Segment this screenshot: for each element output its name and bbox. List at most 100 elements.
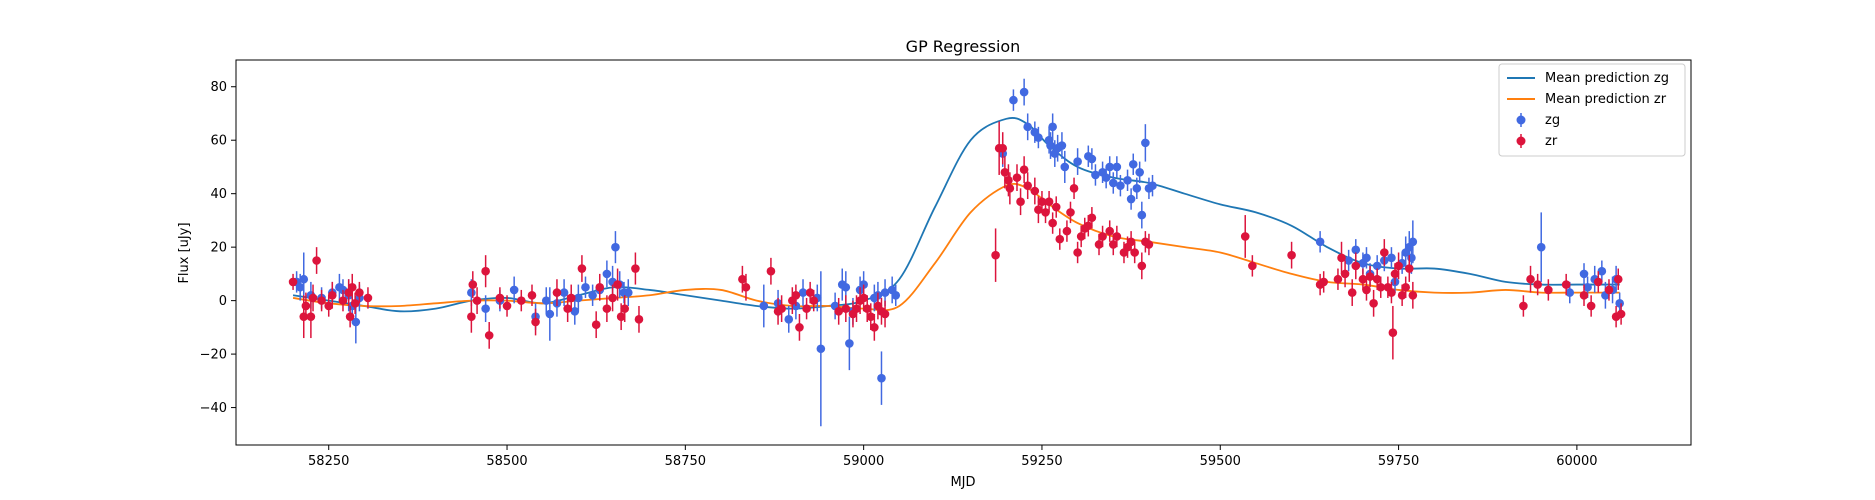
data-point-zg xyxy=(541,296,551,305)
data-point-zr xyxy=(620,304,630,313)
data-point-zr xyxy=(1044,197,1054,207)
data-point-zg xyxy=(1579,269,1589,279)
data-point-zr xyxy=(312,256,321,265)
data-point-zr xyxy=(1616,309,1626,319)
data-point-zr xyxy=(355,288,364,297)
data-point-zg xyxy=(509,285,519,295)
data-point-zr xyxy=(608,293,617,303)
y-tick-label: 0 xyxy=(219,294,227,309)
data-point-zg xyxy=(351,317,361,327)
data-point-zr xyxy=(495,293,505,303)
data-point-zg xyxy=(1091,170,1100,180)
data-point-zg xyxy=(1108,178,1118,188)
data-point-zr xyxy=(602,304,612,313)
data-point-zr xyxy=(1397,290,1407,300)
data-point-zg xyxy=(1123,176,1132,185)
data-point-zr xyxy=(791,290,801,300)
data-point-zr xyxy=(1387,288,1396,297)
data-point-zr xyxy=(1051,202,1061,212)
line-zr xyxy=(292,183,1620,312)
data-point-zg xyxy=(1057,141,1067,150)
data-point-zg xyxy=(1597,266,1607,276)
legend: Mean prediction zg Mean prediction zr zg… xyxy=(1498,63,1686,157)
data-point-zr xyxy=(1613,274,1623,284)
data-point-zr xyxy=(308,293,318,303)
data-point-zg xyxy=(570,307,580,316)
data-point-zg xyxy=(1046,141,1055,150)
data-point-zr xyxy=(1004,176,1013,185)
data-point-zg xyxy=(1132,184,1142,193)
y-axis-ticks: −40 −20 0 20 40 60 80 xyxy=(200,80,236,416)
data-point-zr xyxy=(1394,261,1403,271)
data-point-zr xyxy=(531,317,540,327)
data-point-zg xyxy=(588,290,597,300)
data-point-zr xyxy=(841,304,851,313)
data-point-zr xyxy=(563,304,572,313)
data-point-zr xyxy=(1401,282,1411,292)
data-point-zr xyxy=(862,304,872,313)
data-point-zr xyxy=(1037,197,1047,207)
data-point-zg xyxy=(1315,237,1325,247)
prediction-lines xyxy=(292,117,1620,313)
data-point-zr xyxy=(1579,290,1589,300)
data-point-zr xyxy=(1408,290,1418,300)
data-point-zg xyxy=(545,309,555,319)
data-point-zg xyxy=(1101,173,1111,182)
data-point-zr xyxy=(613,280,622,289)
chart-title: GP Regression xyxy=(906,37,1021,56)
data-point-zr xyxy=(1016,197,1025,207)
data-point-zg xyxy=(1128,159,1138,169)
x-tick-label: 58750 xyxy=(665,454,706,469)
data-point-zr xyxy=(1041,208,1050,217)
data-point-zr xyxy=(552,288,562,297)
y-tick-label: 60 xyxy=(210,134,227,149)
data-point-zg xyxy=(1141,138,1150,148)
x-tick-label: 59750 xyxy=(1378,454,1419,469)
data-point-zr xyxy=(631,264,640,273)
data-point-zr xyxy=(363,293,373,303)
data-point-zr xyxy=(1390,269,1400,279)
x-tick-label: 58250 xyxy=(308,454,349,469)
data-point-zr xyxy=(288,277,298,287)
data-point-zr xyxy=(1287,250,1296,260)
data-point-zr xyxy=(1526,274,1535,284)
data-point-zg xyxy=(1126,194,1136,204)
legend-box xyxy=(1498,63,1686,157)
data-point-zg xyxy=(1112,162,1122,172)
data-point-zg xyxy=(891,290,901,300)
data-point-zr xyxy=(1084,221,1093,231)
data-point-zr xyxy=(805,288,815,297)
data-point-zr xyxy=(338,296,348,305)
data-point-zg xyxy=(784,315,794,324)
line-zg xyxy=(292,117,1620,313)
x-axis-label: MJD xyxy=(950,475,975,490)
data-point-zg xyxy=(845,339,854,348)
data-point-zr xyxy=(766,266,776,276)
data-point-zg xyxy=(1073,157,1082,166)
data-point-zg xyxy=(759,301,769,311)
data-point-zr xyxy=(1333,274,1343,284)
data-point-zr xyxy=(880,309,890,319)
data-point-zg xyxy=(1105,162,1115,172)
data-point-zg xyxy=(1351,245,1361,255)
data-point-zg xyxy=(623,288,633,297)
data-point-zr xyxy=(481,266,490,276)
data-point-zr xyxy=(1380,248,1389,257)
data-point-zr xyxy=(1340,269,1350,279)
data-point-zr xyxy=(301,301,311,311)
observation-points xyxy=(288,78,1626,427)
data-point-zr xyxy=(1069,184,1079,193)
data-point-zg xyxy=(602,269,612,279)
data-point-zr xyxy=(1369,298,1378,308)
data-point-zr xyxy=(834,307,843,316)
data-point-zr xyxy=(1347,288,1357,297)
data-point-zg xyxy=(1583,282,1592,292)
data-point-zr xyxy=(1372,274,1382,284)
y-tick-label: 80 xyxy=(210,80,227,95)
data-point-zr xyxy=(347,282,357,292)
data-point-zr xyxy=(324,301,334,311)
data-point-zr xyxy=(1593,277,1603,287)
data-point-zr xyxy=(1055,234,1065,244)
data-point-zr xyxy=(1376,282,1386,292)
